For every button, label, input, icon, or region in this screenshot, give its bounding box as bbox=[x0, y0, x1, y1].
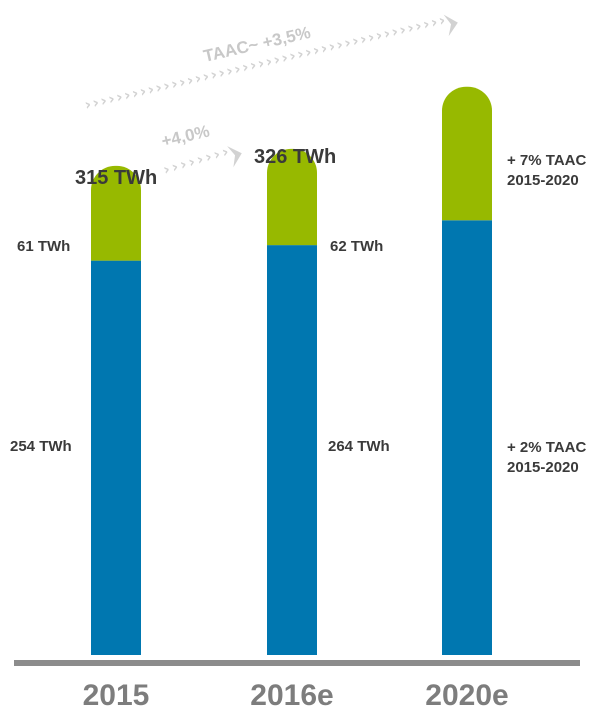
svg-text:›: › bbox=[405, 18, 415, 37]
svg-text:›: › bbox=[390, 22, 400, 41]
bar-segment-2016e-base bbox=[267, 245, 317, 655]
svg-text:›: › bbox=[413, 16, 423, 35]
total-label-2015: 315 TWh bbox=[75, 167, 157, 189]
svg-text:›: › bbox=[211, 145, 222, 164]
svg-text:›: › bbox=[421, 15, 431, 34]
segment-label-2016e-base: 264 TWh bbox=[328, 438, 390, 455]
svg-text:›: › bbox=[374, 26, 384, 45]
svg-text:›: › bbox=[287, 46, 297, 65]
svg-text:›: › bbox=[194, 150, 205, 169]
svg-text:›: › bbox=[161, 76, 171, 95]
svg-text:›: › bbox=[342, 33, 352, 52]
svg-text:›: › bbox=[327, 37, 337, 56]
svg-text:›: › bbox=[178, 155, 189, 174]
x-tick-2015: 2015 bbox=[83, 679, 150, 710]
svg-text:›: › bbox=[130, 84, 140, 103]
svg-text:›: › bbox=[220, 142, 231, 161]
svg-text:›: › bbox=[295, 44, 305, 63]
growth-arrow-long: ››››››››››››››››››››››››››››››››››››››››… bbox=[83, 11, 458, 114]
svg-text:›: › bbox=[185, 71, 195, 90]
total-labels: 315 TWh 326 TWh bbox=[75, 146, 336, 189]
svg-text:›: › bbox=[169, 74, 179, 93]
x-tick-2020e: 2020e bbox=[425, 679, 508, 710]
growth-arrow-short: ›››››››› bbox=[161, 142, 242, 179]
svg-text:›: › bbox=[382, 24, 392, 43]
svg-text:›: › bbox=[358, 30, 368, 49]
svg-text:›: › bbox=[272, 50, 282, 69]
bar-segment-2020e-top bbox=[442, 86, 492, 221]
svg-text:›: › bbox=[437, 11, 447, 30]
svg-text:›: › bbox=[303, 43, 313, 62]
svg-text:›: › bbox=[122, 86, 132, 105]
svg-text:›: › bbox=[154, 78, 164, 97]
svg-text:›: › bbox=[264, 52, 274, 71]
bar-segment-2015-base bbox=[91, 260, 141, 655]
bar-segment-2016e-top bbox=[267, 148, 317, 246]
svg-text:›: › bbox=[350, 31, 360, 50]
svg-text:›: › bbox=[224, 61, 234, 80]
segment-labels: 61 TWh 254 TWh 62 TWh 264 TWh + 7% TAAC 2015-… bbox=[10, 152, 586, 476]
bar-segment-2015-top bbox=[91, 165, 141, 261]
svg-text:›: › bbox=[201, 67, 211, 86]
total-label-2016e: 326 TWh bbox=[254, 146, 336, 168]
svg-text:›: › bbox=[169, 157, 180, 176]
svg-text:›: › bbox=[186, 152, 197, 171]
svg-text:›: › bbox=[398, 20, 408, 39]
segment-label-2020e-base: + 2% TAAC 2015-2020 bbox=[507, 439, 586, 476]
svg-text:›: › bbox=[280, 48, 290, 67]
growth-label-short: +4,0% bbox=[160, 121, 212, 150]
svg-text:›: › bbox=[138, 82, 148, 101]
svg-text:›: › bbox=[248, 56, 258, 75]
svg-text:›: › bbox=[161, 160, 172, 179]
svg-text:›: › bbox=[177, 73, 187, 92]
svg-text:›: › bbox=[256, 54, 266, 73]
svg-text:›: › bbox=[240, 58, 250, 77]
svg-text:›: › bbox=[366, 28, 376, 47]
x-tick-2016e: 2016e bbox=[250, 679, 333, 710]
svg-text:›: › bbox=[203, 147, 214, 166]
bar-segment-2020e-base bbox=[442, 220, 492, 655]
x-tick-labels: 2015 2016e 2020e bbox=[83, 679, 509, 710]
segment-label-2015-base: 254 TWh bbox=[10, 438, 72, 455]
svg-text:›: › bbox=[335, 35, 345, 54]
svg-text:›: › bbox=[311, 41, 321, 60]
svg-text:›: › bbox=[146, 80, 156, 99]
svg-text:›: › bbox=[83, 95, 93, 114]
svg-text:›: › bbox=[99, 91, 109, 110]
svg-text:›: › bbox=[91, 93, 101, 112]
svg-text:›: › bbox=[209, 65, 219, 84]
svg-text:›: › bbox=[193, 69, 203, 88]
svg-text:›: › bbox=[114, 87, 124, 106]
segment-label-2015-top: 61 TWh bbox=[17, 238, 70, 255]
x-axis-baseline bbox=[14, 660, 580, 666]
svg-text:›: › bbox=[106, 89, 116, 108]
bars bbox=[91, 86, 492, 655]
svg-text:›: › bbox=[429, 13, 439, 32]
svg-text:›: › bbox=[319, 39, 329, 58]
svg-text:›: › bbox=[217, 63, 227, 82]
segment-label-2020e-top: + 7% TAAC 2015-2020 bbox=[507, 152, 586, 189]
segment-label-2016e-top: 62 TWh bbox=[330, 238, 383, 255]
svg-text:›: › bbox=[232, 59, 242, 78]
